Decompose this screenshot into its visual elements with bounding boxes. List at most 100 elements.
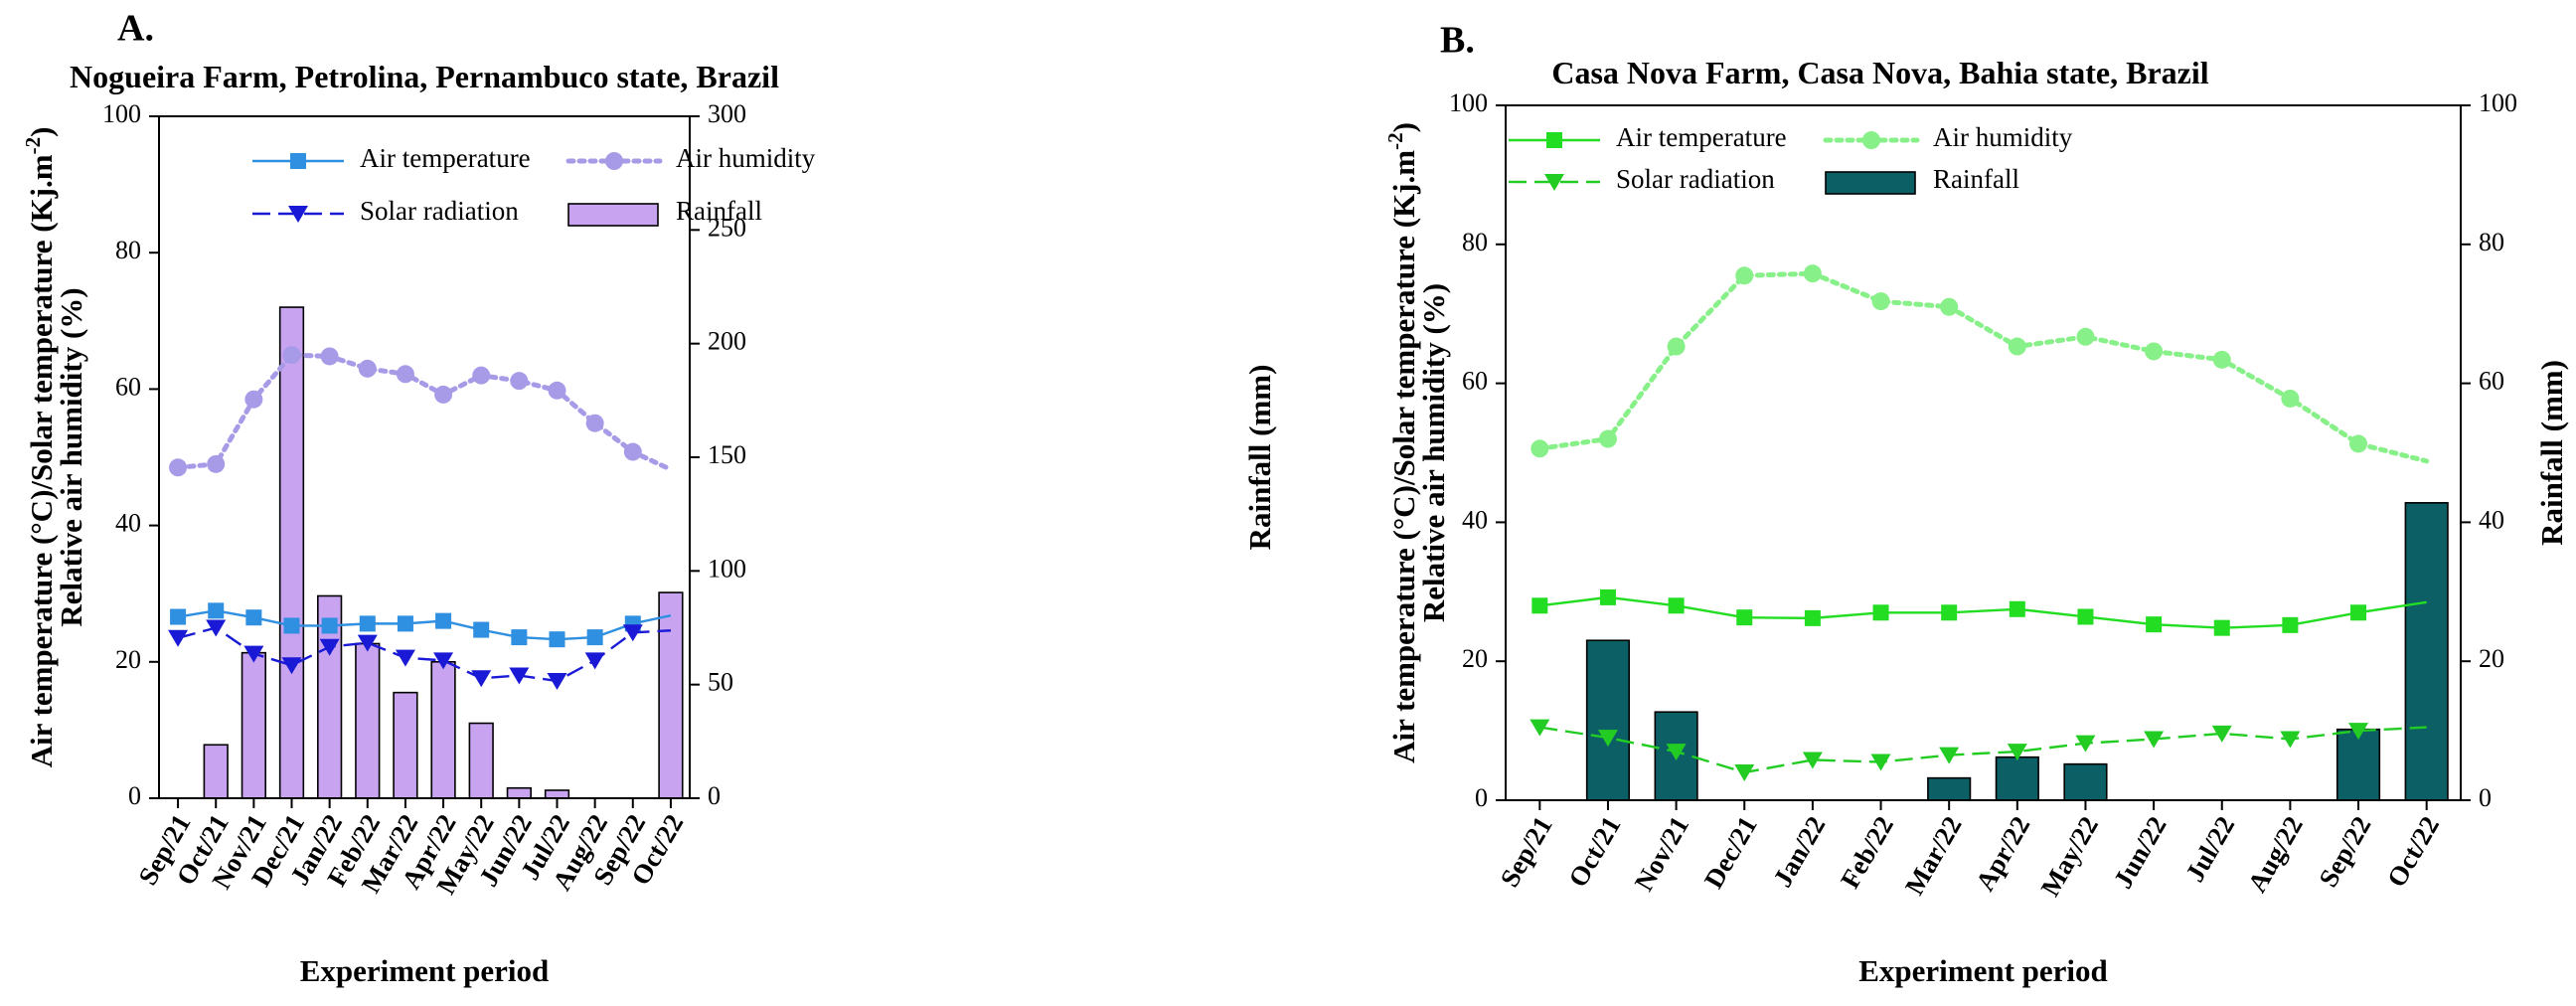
rainfall-bar <box>355 642 381 799</box>
x-tick-label: Jun/22 <box>2108 811 2173 894</box>
air-humidity-point <box>244 390 263 409</box>
rainfall-bar <box>1995 755 2039 801</box>
left-tick-label: 40 <box>115 509 141 538</box>
x-tick-label: Sep/21 <box>1495 811 1558 892</box>
solar-radiation-point <box>2007 744 2027 761</box>
solar-radiation-point <box>547 673 567 691</box>
left-axis-label-line1: Air temperature (°C)/Solar temperature (… <box>1383 122 1421 763</box>
air-humidity-point <box>472 366 491 385</box>
solar-radiation-point <box>206 619 227 637</box>
air-humidity-point <box>1803 264 1822 283</box>
air-temperature-point <box>2282 616 2299 633</box>
rainfall-bar <box>506 786 532 799</box>
air-humidity-point <box>396 365 414 384</box>
solar-radiation-point <box>1939 747 1960 764</box>
air-humidity-point <box>320 347 339 366</box>
air-temperature-point <box>2146 616 2163 633</box>
air-temperature-point <box>1804 609 1821 626</box>
air-temperature-line <box>1539 595 2427 629</box>
solar-radiation-point <box>2144 731 2165 749</box>
left-axis-label-line2: Relative air humidity (%) <box>1416 283 1451 622</box>
x-tick-label: Mar/22 <box>1899 811 1968 900</box>
right-tick-label: 0 <box>708 781 721 810</box>
left-axis-label-line1: Air temperature (°C)/Solar temperature (… <box>21 127 59 768</box>
air-temperature-point <box>473 621 490 638</box>
rainfall-bar <box>278 306 305 799</box>
legend-swatch-rainfall <box>567 203 659 227</box>
air-humidity-point <box>1598 429 1617 448</box>
solar-radiation-point <box>2211 725 2232 743</box>
air-temperature-point <box>245 609 262 626</box>
legend-label-rainfall: Rainfall <box>1933 164 2019 194</box>
x-tick-label: Feb/22 <box>1835 811 1899 894</box>
right-tick-label: 100 <box>2479 88 2517 117</box>
air-humidity-point <box>1735 266 1754 285</box>
panel-b: B. Casa Nova Farm, Casa Nova, Bahia state… <box>1383 20 2569 988</box>
air-temperature-point <box>283 617 300 634</box>
air-humidity-point <box>2281 389 2300 408</box>
air-temperature-point <box>1872 604 1889 621</box>
x-tick-label: Apr/22 <box>1970 811 2035 896</box>
rainfall-bar <box>393 691 418 799</box>
legend-marker-solar-radiation <box>1544 174 1564 191</box>
x-tick-label: Jul/22 <box>2179 811 2240 887</box>
air-temperature-point <box>2077 608 2094 625</box>
solar-radiation-point <box>357 634 378 652</box>
right-tick-label: 300 <box>708 99 746 128</box>
left-tick-label: 100 <box>1449 88 1488 117</box>
air-temperature-point <box>2009 600 2025 617</box>
air-humidity-point <box>1530 439 1549 458</box>
right-tick-label: 0 <box>2479 783 2492 812</box>
right-tick-label: 150 <box>708 440 746 469</box>
right-tick-label: 250 <box>708 213 746 242</box>
x-axis-label: Experiment period <box>300 953 550 988</box>
air-temperature-point <box>208 602 225 619</box>
legend-label-air-humidity: Air humidity <box>1933 122 2073 152</box>
left-tick-label: 40 <box>1462 505 1488 534</box>
solar-radiation-point <box>622 624 643 642</box>
air-humidity-point <box>1871 292 1890 311</box>
rainfall-bar <box>2404 502 2449 801</box>
air-temperature-point <box>397 615 413 632</box>
x-tick-label: May/22 <box>2035 811 2104 901</box>
solar-radiation-point <box>509 667 530 685</box>
rainfall-bar <box>1927 776 1972 801</box>
air-temperature-point <box>2350 604 2367 621</box>
air-humidity-line <box>175 352 674 472</box>
legend-marker-air-temperature <box>1546 132 1562 148</box>
solar-radiation-point <box>1530 719 1550 737</box>
legend-label-rainfall: Rainfall <box>676 196 762 226</box>
air-temperature-point <box>511 629 528 646</box>
solar-radiation-point <box>1734 764 1755 782</box>
rainfall-bar <box>2063 762 2108 801</box>
air-humidity-point <box>434 385 453 404</box>
rainfall-bar <box>241 651 266 799</box>
left-axis-label-line2: Relative air humidity (%) <box>54 287 88 626</box>
left-tick-label: 80 <box>1462 228 1488 256</box>
air-humidity-point <box>358 359 377 378</box>
legend-label-solar-radiation: Solar radiation <box>1616 164 1775 194</box>
air-humidity-point <box>2145 342 2164 361</box>
x-tick-label: Jan/22 <box>1767 811 1831 892</box>
legend-swatch-rainfall <box>1825 171 1916 195</box>
air-humidity-point <box>282 346 301 365</box>
solar-radiation-point <box>1666 744 1687 761</box>
chart-title: Casa Nova Farm, Casa Nova, Bahia state, … <box>1551 55 2208 90</box>
right-tick-label: 40 <box>2479 505 2504 534</box>
air-humidity-point <box>2076 327 2095 346</box>
left-tick-label: 100 <box>102 99 141 128</box>
air-humidity-point <box>169 458 188 477</box>
plot-frame <box>1505 104 2462 801</box>
air-humidity-point <box>207 454 226 473</box>
air-humidity-point <box>1940 297 1959 316</box>
air-temperature-point <box>2213 619 2230 636</box>
air-humidity-point <box>2212 350 2231 369</box>
left-tick-label: 60 <box>1462 367 1488 396</box>
panel-label: B. <box>1440 20 1475 62</box>
air-temperature-point <box>1941 604 1958 621</box>
x-tick-label: Aug/22 <box>2242 811 2309 897</box>
x-axis-label: Experiment period <box>1858 953 2108 988</box>
air-humidity-point <box>585 414 604 432</box>
right-tick-label: 50 <box>708 668 733 697</box>
solar-radiation-point <box>2075 735 2096 753</box>
